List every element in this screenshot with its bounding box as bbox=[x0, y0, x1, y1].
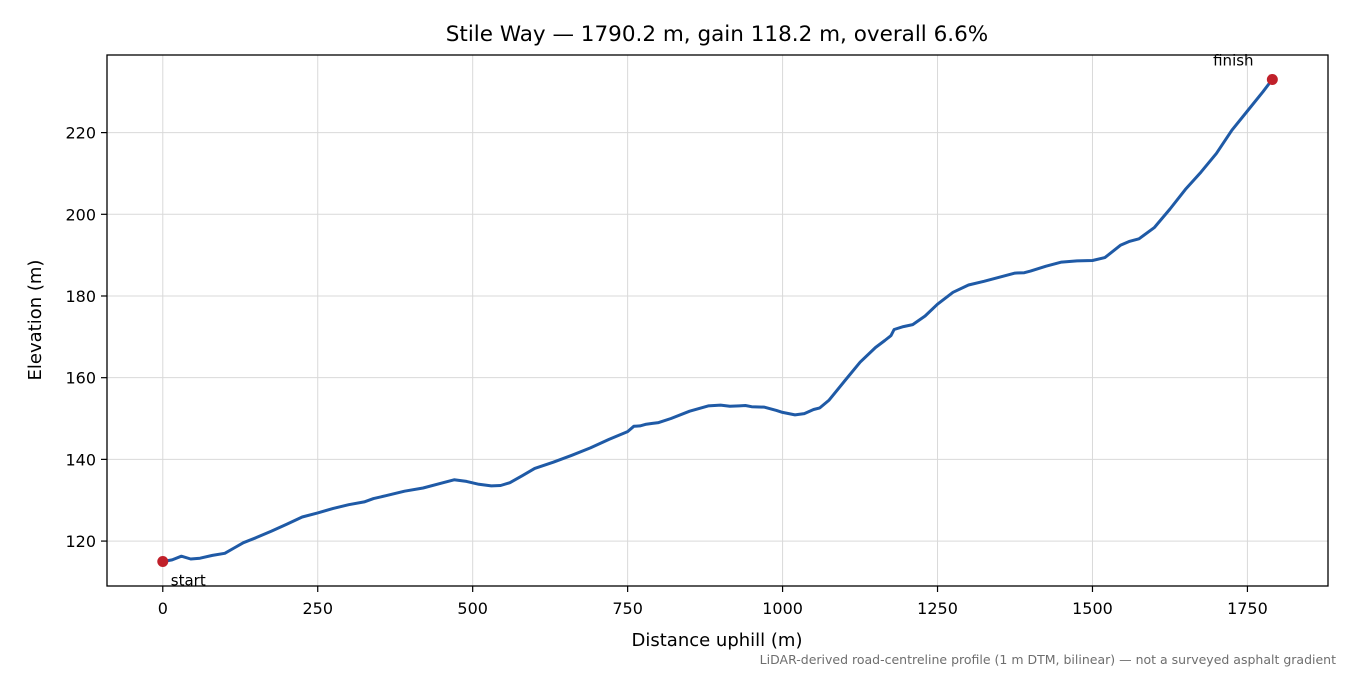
y-tick-label: 200 bbox=[65, 205, 96, 224]
x-tick-label: 500 bbox=[457, 599, 488, 618]
x-tick-label: 1500 bbox=[1072, 599, 1113, 618]
finish-marker bbox=[1266, 74, 1278, 86]
y-axis-label: Elevation (m) bbox=[25, 260, 46, 381]
y-tick-label: 180 bbox=[65, 287, 96, 306]
x-tick-label: 250 bbox=[302, 599, 333, 618]
chart-footnote: LiDAR-derived road-centreline profile (1… bbox=[760, 652, 1336, 667]
x-tick-label: 750 bbox=[612, 599, 643, 618]
plot-frame bbox=[106, 54, 1329, 587]
start-marker bbox=[157, 555, 169, 567]
x-tick-label: 1250 bbox=[917, 599, 958, 618]
x-axis-label: Distance uphill (m) bbox=[632, 630, 803, 651]
chart-title: Stile Way — 1790.2 m, gain 118.2 m, over… bbox=[446, 22, 989, 47]
x-tick-label: 1000 bbox=[762, 599, 803, 618]
elevation-profile-line bbox=[161, 78, 1274, 563]
y-tick-label: 160 bbox=[65, 369, 96, 388]
finish-label: finish bbox=[1213, 52, 1253, 70]
x-tick-label: 0 bbox=[158, 599, 168, 618]
start-label: start bbox=[171, 571, 206, 589]
grid-lines bbox=[107, 55, 1328, 586]
y-tick-label: 120 bbox=[65, 532, 96, 551]
x-tick-label: 1750 bbox=[1227, 599, 1268, 618]
x-axis-ticks: 0 250 500 750 1000 1250 1500 1750 bbox=[158, 586, 1268, 618]
y-tick-label: 220 bbox=[65, 124, 96, 143]
y-tick-label: 140 bbox=[65, 450, 96, 469]
y-axis-ticks: 120 140 160 180 200 220 bbox=[65, 124, 107, 551]
